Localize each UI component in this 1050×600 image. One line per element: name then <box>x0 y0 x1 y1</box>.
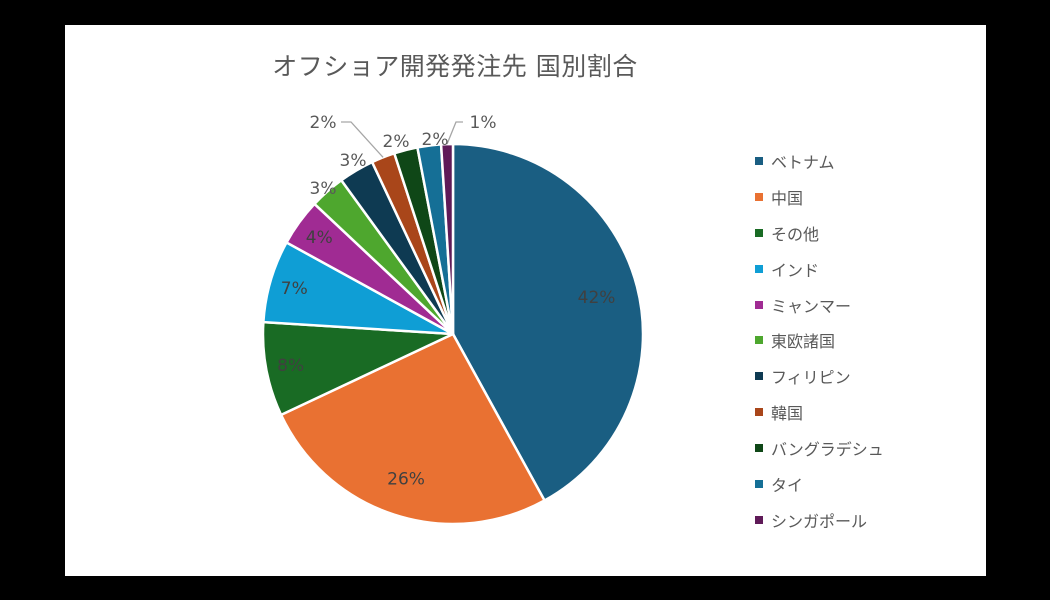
legend-label: 韓国 <box>771 404 804 424</box>
legend-item: 韓国 <box>755 394 884 430</box>
legend-swatch-icon <box>755 479 763 488</box>
legend-swatch-icon <box>755 300 763 309</box>
legend-swatch-icon <box>755 444 763 453</box>
data-label: 42% <box>578 288 616 308</box>
legend-swatch-icon <box>755 408 763 417</box>
legend-item: その他 <box>755 215 884 251</box>
legend-item: 中国 <box>755 179 884 215</box>
legend-label: バングラデシュ <box>771 440 884 460</box>
legend-label: ベトナム <box>771 152 835 172</box>
data-label: 1% <box>470 113 497 133</box>
data-label: 26% <box>387 470 425 490</box>
legend-label: インド <box>771 260 820 280</box>
legend-swatch-icon <box>755 264 763 273</box>
leader-line <box>446 121 463 145</box>
leader-line <box>341 121 384 158</box>
legend: ベトナム中国その他インドミャンマー東欧諸国フィリピン韓国バングラデシュ タイシンガ… <box>755 143 884 538</box>
legend-item: タイ <box>755 466 884 502</box>
legend-label: タイ <box>771 475 804 495</box>
pie-chart: 42%26%8%7%4%3%3%2%2% 2%1% <box>261 113 645 526</box>
pie-slice <box>261 320 454 417</box>
legend-item: バングラデシュ <box>755 430 884 466</box>
pie-slice <box>279 332 547 526</box>
legend-label: 東欧諸国 <box>771 332 836 352</box>
legend-swatch-icon <box>755 372 763 381</box>
legend-label: ミャンマー <box>771 296 852 316</box>
legend-item: インド <box>755 251 884 287</box>
legend-swatch-icon <box>755 336 763 345</box>
legend-label: 中国 <box>771 188 804 208</box>
legend-item: ミャンマー <box>755 287 884 323</box>
pie-slice <box>439 142 455 335</box>
legend-item: ベトナム <box>755 143 884 179</box>
data-label: 7% <box>281 279 308 299</box>
leader-lines <box>341 121 463 158</box>
chart-title: オフショア開発発注先 国別割合 <box>272 52 638 81</box>
legend-item: フィリピン <box>755 358 884 394</box>
legend-label: フィリピン <box>771 368 851 388</box>
data-label: 2% <box>422 130 449 150</box>
legend-swatch-icon <box>755 192 763 201</box>
data-label: 2% <box>310 113 337 133</box>
pie-slices <box>261 142 645 526</box>
legend-swatch-icon <box>755 228 763 237</box>
legend-label: その他 <box>771 224 820 244</box>
data-labels: 42%26%8%7%4%3%3%2%2% 2%1% <box>277 113 615 490</box>
legend-swatch-icon <box>755 156 763 165</box>
data-label: 2% <box>383 132 410 152</box>
chart-area: オフショア開発発注先 国別割合 42% 26% 8% 7% 4% 3% 3% 2% 2% 2% 1%… <box>65 25 986 576</box>
legend-swatch-icon <box>755 515 763 524</box>
legend-item: 東欧諸国 <box>755 322 884 358</box>
legend-label: シンガポール <box>771 511 868 531</box>
data-label: 3% <box>310 179 337 199</box>
pie-slice <box>451 142 645 503</box>
legend-item: シンガポール <box>755 502 884 538</box>
data-label: 8% <box>277 356 304 376</box>
data-label: 4% <box>306 228 333 248</box>
data-label: 3% <box>340 151 367 171</box>
